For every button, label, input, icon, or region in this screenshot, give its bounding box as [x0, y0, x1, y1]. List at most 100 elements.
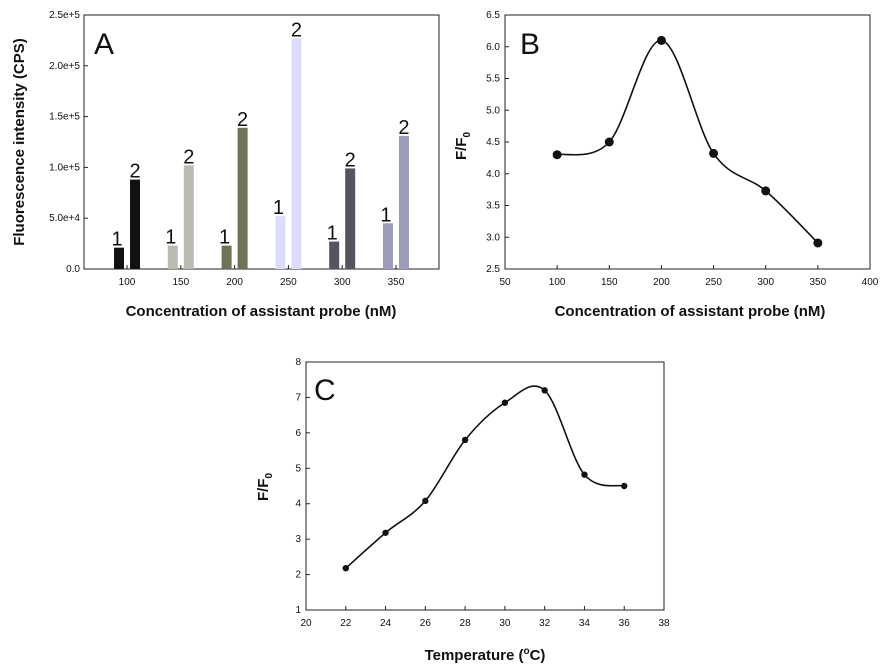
panel-c-x-tick-label: 30 [499, 618, 511, 629]
panel-c-point-36 [621, 482, 628, 490]
panel-a-y-tick-label: 0.0 [66, 264, 80, 275]
panel-c-point-26 [422, 497, 429, 505]
panel-a-y-tick-label: 2.0e+5 [49, 61, 80, 72]
panel-a-bar-2-200 [237, 127, 248, 269]
panel-b-y-tick-label: 2.5 [486, 264, 500, 275]
panel-c-point-24 [382, 529, 389, 536]
panel-b-x-tick-label: 350 [810, 277, 827, 288]
panel-a-bar-2-300 [345, 168, 356, 269]
panel-a-letter: A [94, 28, 114, 61]
panel-b-x-tick-label: 100 [549, 277, 566, 288]
panel-b-x-tick-label: 200 [653, 277, 670, 288]
panel-c-point-34 [581, 471, 588, 478]
panel-a-bar-label: 1 [165, 227, 176, 249]
panel-b-y-tick-label: 3.5 [486, 201, 500, 212]
panel-b-point-200 [656, 35, 666, 45]
panel-a-bar-1-150 [167, 245, 178, 269]
panel-c-y-tick-label: 6 [295, 428, 301, 439]
panel-a-bar-label: 2 [345, 149, 356, 171]
panel-b-y-tick-label: 5.5 [486, 74, 500, 85]
panel-b-x-axis-label: Concentration of assistant probe (nM) [555, 303, 826, 320]
panel-b-point-150 [604, 137, 614, 147]
panel-a-x-tick-label: 250 [280, 277, 297, 288]
panel-c-x-tick-label: 38 [658, 618, 670, 629]
panel-a-bar-2-250 [291, 38, 302, 270]
panel-a-y-tick-label: 2.5e+5 [49, 10, 80, 21]
panel-a-bar-2-350 [398, 135, 409, 269]
panel-c-x-tick-label: 36 [619, 618, 631, 629]
panel-c-series-line [345, 385, 625, 569]
panel-b-x-tick-label: 250 [705, 277, 722, 288]
panel-c-y-tick-label: 5 [295, 463, 301, 474]
panel-c-x-tick-label: 22 [340, 618, 352, 629]
panel-a-bar-label: 1 [219, 227, 230, 249]
panel-a-y-tick-label: 5.0e+4 [49, 213, 80, 224]
svg-text:F/F0: F/F0 [453, 132, 473, 161]
panel-b-point-100 [552, 150, 562, 160]
panel-c-y-tick-label: 8 [295, 357, 301, 368]
panel-a-bar-label: 2 [291, 19, 302, 41]
panel-b-line-chart: B Concentration of assistant probe (nM) … [453, 10, 879, 320]
panel-a-frame [83, 14, 440, 270]
panel-c-point-30 [501, 399, 509, 406]
panel-b-y-tick-label: 4.5 [486, 137, 500, 148]
panel-c-y-tick-label: 2 [295, 570, 301, 581]
panel-c-x-tick-label: 20 [300, 618, 312, 629]
panel-a-y-tick-label: 1.5e+5 [49, 112, 80, 123]
svg-text:Temperature (oC): Temperature (oC) [425, 646, 546, 664]
panel-a-bar-1-350 [382, 223, 393, 269]
panel-b-y-axis-label: F/F0 [453, 132, 473, 161]
panel-c-y-tick-label: 4 [295, 499, 301, 510]
panel-c-letter: C [314, 374, 336, 407]
panel-c-x-tick-label: 26 [420, 618, 432, 629]
panel-c-x-tick-label: 34 [579, 618, 591, 629]
panel-c-point-28 [461, 436, 469, 444]
panel-c-y-tick-label: 3 [295, 534, 301, 545]
panel-c-x-axis-label: Temperature (oC) [425, 646, 546, 664]
panel-a-bar-label: 2 [129, 161, 140, 183]
panel-a-x-tick-label: 350 [388, 277, 405, 288]
panel-a-bar-label: 1 [380, 204, 391, 226]
panel-b-x-tick-label: 50 [499, 277, 511, 288]
panel-a-y-axis-label: Fluorescence intensity (CPS) [11, 38, 28, 246]
panel-a-bar-2-150 [183, 165, 194, 269]
panel-a-bar-label: 1 [327, 223, 338, 245]
panel-b-y-tick-label: 6.0 [486, 42, 500, 53]
panel-b-point-250 [709, 148, 719, 158]
panel-c-y-tick-label: 1 [295, 605, 301, 616]
panel-b-letter: B [520, 28, 540, 61]
panel-b-x-tick-label: 400 [862, 277, 879, 288]
panel-c-point-22 [342, 564, 349, 572]
panel-b-y-tick-label: 6.5 [486, 10, 500, 21]
panel-a-bar-1-200 [221, 245, 232, 269]
panel-a-bar-1-250 [275, 216, 286, 269]
panel-b-frame [504, 14, 871, 270]
panel-a-bar-chart: A Concentration of assistant probe (nM) … [11, 10, 440, 320]
panel-a-bar-2-100 [130, 179, 141, 269]
panel-b-x-tick-label: 300 [757, 277, 774, 288]
panel-b-y-tick-label: 4.0 [486, 169, 500, 180]
panel-a-bar-label: 2 [183, 146, 194, 168]
panel-a-bar-label: 2 [237, 109, 248, 131]
panel-a-x-tick-label: 150 [172, 277, 189, 288]
panel-a-bar-label: 1 [273, 197, 284, 219]
panel-a-bar-1-300 [329, 241, 340, 269]
panel-b-y-tick-label: 3.0 [486, 232, 500, 243]
panel-a-bar-label: 2 [398, 117, 409, 139]
panel-a-x-tick-label: 200 [226, 277, 243, 288]
panel-c-x-tick-label: 28 [460, 618, 472, 629]
panel-a-x-tick-label: 300 [334, 277, 351, 288]
panel-a-x-tick-label: 100 [119, 277, 136, 288]
panel-b-series-line [556, 39, 819, 244]
panel-c-frame [305, 361, 665, 611]
panel-a-y-tick-label: 1.0e+5 [49, 162, 80, 173]
panel-c-y-axis-label: F/F0 [255, 473, 275, 502]
panel-c-y-tick-label: 7 [295, 392, 301, 403]
panel-c-x-tick-label: 24 [380, 618, 392, 629]
panel-b-y-tick-label: 5.0 [486, 105, 500, 116]
panel-c-point-32 [541, 387, 548, 394]
panel-b-point-350 [813, 238, 823, 248]
panel-a-bar-1-100 [114, 247, 125, 269]
